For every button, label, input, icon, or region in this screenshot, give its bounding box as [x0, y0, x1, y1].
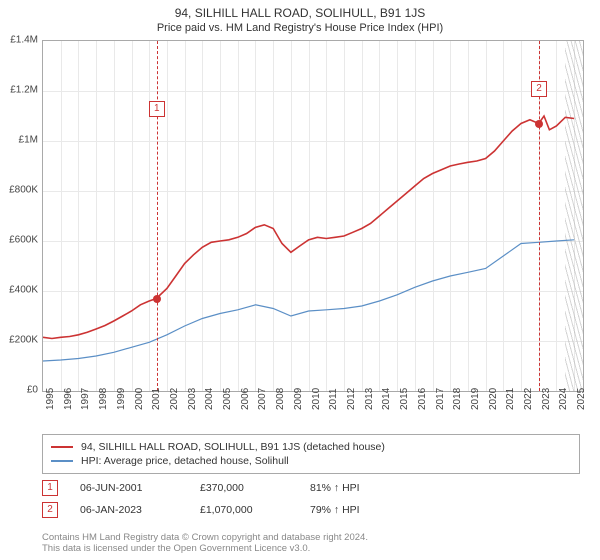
legend-label-hpi: HPI: Average price, detached house, Soli…	[81, 455, 289, 467]
sale-point-icon	[153, 295, 161, 303]
sale-marker-2-icon: 2	[42, 502, 58, 518]
title: 94, SILHILL HALL ROAD, SOLIHULL, B91 1JS	[0, 0, 600, 20]
x-tick-label: 2023	[541, 388, 552, 410]
x-tick-label: 2017	[435, 388, 446, 410]
x-tick-label: 2013	[364, 388, 375, 410]
x-tick-label: 1995	[45, 388, 56, 410]
x-tick-label: 2019	[470, 388, 481, 410]
footer: Contains HM Land Registry data © Crown c…	[42, 532, 368, 555]
sale-pct-1: 81% ↑ HPI	[310, 482, 400, 494]
footer-line-1: Contains HM Land Registry data © Crown c…	[42, 532, 368, 543]
sale-date-1: 06-JUN-2001	[80, 482, 200, 494]
x-tick-label: 2018	[452, 388, 463, 410]
x-tick-label: 1999	[116, 388, 127, 410]
sale-row-1: 1 06-JUN-2001 £370,000 81% ↑ HPI	[42, 480, 580, 496]
sale-point-icon	[535, 120, 543, 128]
sale-marker-1-icon: 1	[42, 480, 58, 496]
x-tick-label: 2000	[134, 388, 145, 410]
series-svg	[43, 41, 583, 391]
x-tick-label: 2005	[222, 388, 233, 410]
x-tick-label: 2006	[240, 388, 251, 410]
x-tick-label: 1997	[80, 388, 91, 410]
x-tick-label: 2021	[505, 388, 516, 410]
sale-marker-box: 2	[531, 81, 547, 97]
x-tick-label: 2022	[523, 388, 534, 410]
sale-row-2: 2 06-JAN-2023 £1,070,000 79% ↑ HPI	[42, 502, 580, 518]
legend: 94, SILHILL HALL ROAD, SOLIHULL, B91 1JS…	[42, 434, 580, 474]
legend-row-property: 94, SILHILL HALL ROAD, SOLIHULL, B91 1JS…	[51, 440, 571, 454]
x-tick-label: 2009	[293, 388, 304, 410]
x-tick-label: 2003	[187, 388, 198, 410]
legend-swatch-hpi	[51, 460, 73, 462]
y-tick-label: £1.2M	[4, 85, 38, 96]
sale-date-2: 06-JAN-2023	[80, 504, 200, 516]
y-tick-label: £1M	[4, 135, 38, 146]
sale-pct-2: 79% ↑ HPI	[310, 504, 400, 516]
y-tick-label: £400K	[4, 285, 38, 296]
x-tick-label: 2015	[399, 388, 410, 410]
y-tick-label: £600K	[4, 235, 38, 246]
x-tick-label: 1996	[63, 388, 74, 410]
y-tick-label: £0	[4, 385, 38, 396]
series-hpi-line	[43, 240, 574, 361]
x-tick-label: 2011	[328, 388, 339, 410]
x-tick-label: 2008	[275, 388, 286, 410]
sale-marker-box: 1	[149, 101, 165, 117]
plot-area: 12	[42, 40, 584, 392]
subtitle: Price paid vs. HM Land Registry's House …	[0, 20, 600, 34]
x-tick-label: 2007	[257, 388, 268, 410]
y-tick-label: £800K	[4, 185, 38, 196]
y-tick-label: £200K	[4, 335, 38, 346]
legend-label-property: 94, SILHILL HALL ROAD, SOLIHULL, B91 1JS…	[81, 441, 385, 453]
x-tick-label: 2004	[204, 388, 215, 410]
footer-line-2: This data is licensed under the Open Gov…	[42, 543, 368, 554]
x-tick-label: 2002	[169, 388, 180, 410]
legend-swatch-property	[51, 446, 73, 448]
series-property-line	[43, 116, 574, 339]
chart-container: 94, SILHILL HALL ROAD, SOLIHULL, B91 1JS…	[0, 0, 600, 560]
x-tick-label: 2016	[417, 388, 428, 410]
sale-price-1: £370,000	[200, 482, 310, 494]
x-tick-label: 2010	[311, 388, 322, 410]
x-tick-label: 2020	[488, 388, 499, 410]
x-tick-label: 1998	[98, 388, 109, 410]
x-tick-label: 2012	[346, 388, 357, 410]
y-tick-label: £1.4M	[4, 35, 38, 46]
legend-row-hpi: HPI: Average price, detached house, Soli…	[51, 454, 571, 468]
x-tick-label: 2025	[576, 388, 587, 410]
sale-price-2: £1,070,000	[200, 504, 310, 516]
x-tick-label: 2024	[558, 388, 569, 410]
x-tick-label: 2014	[381, 388, 392, 410]
x-tick-label: 2001	[151, 388, 162, 410]
sale-marker-line	[157, 41, 158, 391]
